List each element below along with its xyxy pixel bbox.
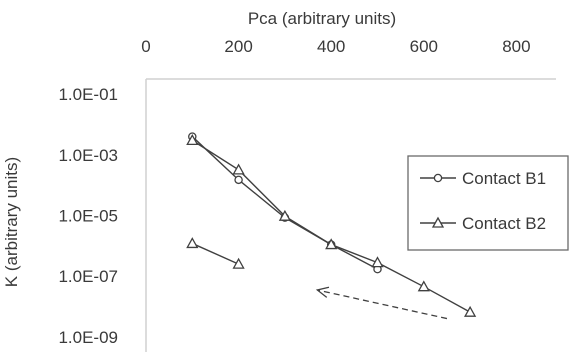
data-point-triangle bbox=[232, 163, 245, 175]
arrow-head bbox=[315, 286, 330, 298]
data-point-triangle bbox=[371, 256, 384, 268]
series-1 bbox=[188, 132, 382, 274]
x-tick-labels: 0 200 400 600 800 bbox=[141, 37, 530, 56]
x-tick-label: 800 bbox=[502, 37, 530, 56]
data-point-triangle bbox=[232, 257, 245, 269]
x-tick-label: 600 bbox=[410, 37, 438, 56]
y-tick-labels: 1.0E-01 1.0E-03 1.0E-05 1.0E-07 1.0E-09 bbox=[58, 85, 118, 347]
legend-label: Contact B1 bbox=[462, 169, 546, 188]
y-tick-label: 1.0E-03 bbox=[58, 146, 118, 165]
data-point-triangle bbox=[186, 237, 199, 249]
y-tick-label: 1.0E-09 bbox=[58, 328, 118, 347]
data-point-triangle bbox=[417, 280, 430, 292]
legend-box bbox=[407, 155, 569, 251]
x-axis-title: Pca (arbitrary units) bbox=[248, 9, 396, 28]
data-point-circle bbox=[433, 173, 443, 183]
x-tick-label: 200 bbox=[224, 37, 252, 56]
annotation-layer bbox=[315, 286, 448, 320]
data-point-triangle bbox=[325, 238, 338, 250]
legend-label: Contact B2 bbox=[462, 214, 546, 233]
data-point-triangle bbox=[278, 209, 292, 221]
data-point-circle bbox=[234, 175, 243, 185]
y-axis-title: K (arbitrary units) bbox=[2, 157, 21, 287]
data-point-triangle bbox=[463, 305, 477, 317]
y-tick-label: 1.0E-07 bbox=[58, 267, 118, 286]
data-point-triangle bbox=[431, 216, 445, 228]
legend: Contact B1 Contact B2 bbox=[407, 155, 569, 251]
series-3 bbox=[186, 237, 245, 269]
x-tick-label: 0 bbox=[141, 37, 150, 56]
y-tick-label: 1.0E-01 bbox=[58, 85, 118, 104]
series-2 bbox=[186, 134, 477, 317]
series-line bbox=[191, 136, 378, 270]
y-tick-label: 1.0E-05 bbox=[58, 207, 118, 226]
dashed-arrow-line bbox=[317, 289, 448, 320]
series-layer bbox=[186, 132, 477, 317]
x-tick-label: 400 bbox=[317, 37, 345, 56]
data-point-triangle bbox=[186, 134, 199, 146]
series-line bbox=[192, 242, 239, 265]
